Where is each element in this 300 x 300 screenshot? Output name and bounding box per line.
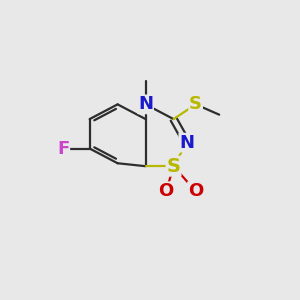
Text: O: O <box>188 182 203 200</box>
Text: N: N <box>179 134 194 152</box>
Text: S: S <box>189 95 202 113</box>
Text: O: O <box>159 182 174 200</box>
Text: F: F <box>57 140 69 158</box>
Text: S: S <box>167 157 181 176</box>
Text: N: N <box>138 95 153 113</box>
